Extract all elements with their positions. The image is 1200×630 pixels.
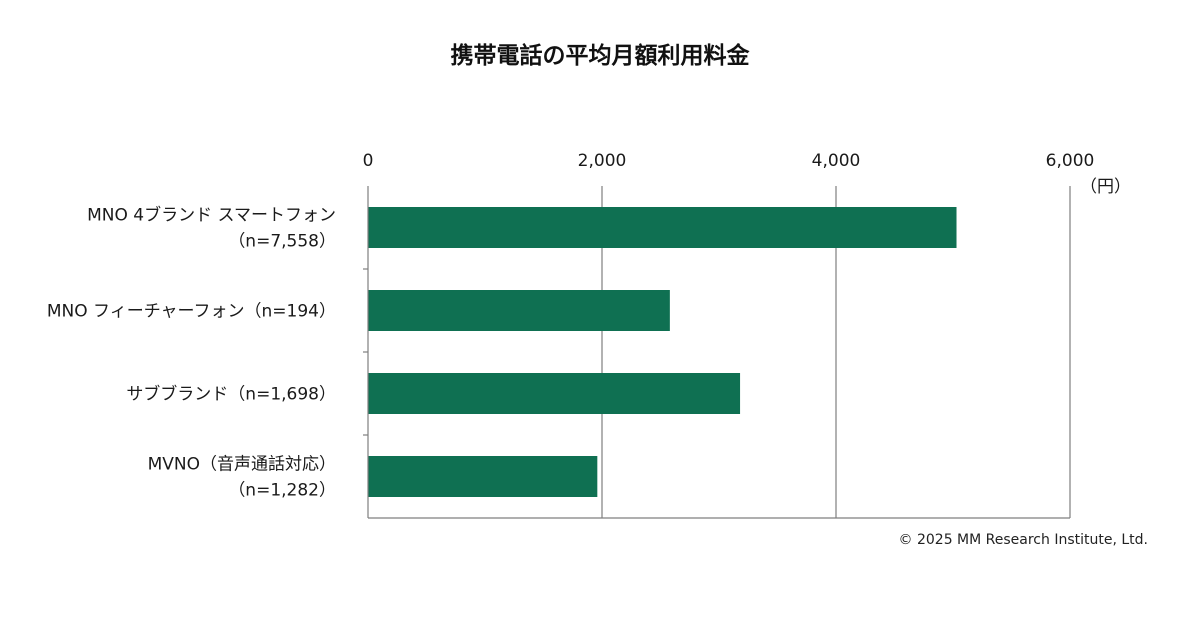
x-tick-label: 0	[363, 151, 374, 171]
category-label: （n=1,282）	[228, 481, 336, 501]
unit-label: （円）	[1080, 177, 1131, 197]
bar	[368, 373, 741, 414]
category-label: MNO フィーチャーフォン（n=194）	[47, 302, 336, 322]
x-tick-label: 6,000	[1046, 151, 1095, 171]
chart-title: 携帯電話の平均月額利用料金	[450, 43, 750, 69]
x-tick-label: 4,000	[812, 151, 861, 171]
x-tick-label: 2,000	[578, 151, 627, 171]
copyright-notice: © 2025 MM Research Institute, Ltd.	[898, 532, 1148, 548]
category-label: MVNO（音声通話対応）	[148, 455, 336, 475]
bar	[368, 290, 670, 331]
category-label: MNO 4ブランド スマートフォン	[87, 205, 336, 226]
bar	[368, 207, 957, 248]
category-label: サブブランド（n=1,698）	[126, 384, 336, 405]
category-label: （n=7,558）	[228, 232, 336, 252]
bar	[368, 456, 598, 497]
